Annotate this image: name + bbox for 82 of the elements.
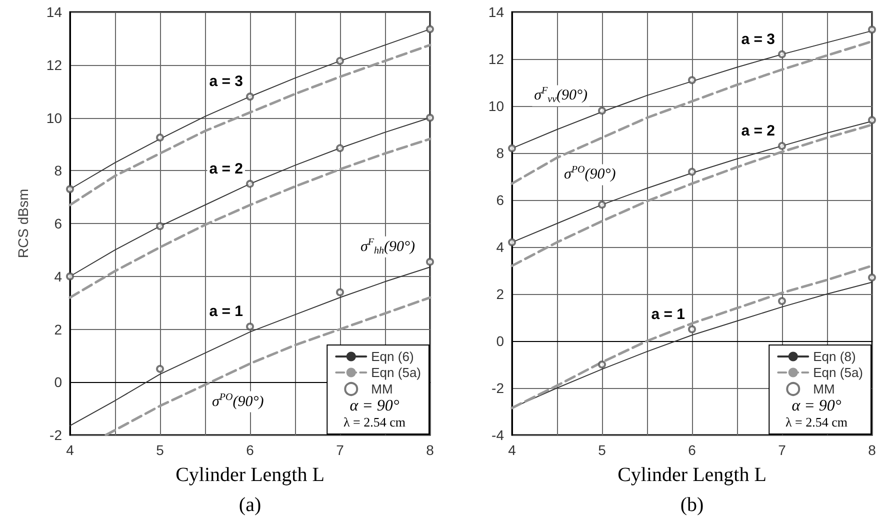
y-tick-label: 10 xyxy=(46,110,62,126)
annotation: λ = 2.54 cm xyxy=(785,414,848,430)
x-tick-label: 7 xyxy=(336,442,344,458)
legend-label: Eqn (5a) xyxy=(371,365,422,380)
x-tick-label: 8 xyxy=(868,442,876,458)
point xyxy=(868,116,876,124)
annotation: a = 2 xyxy=(741,122,775,140)
point xyxy=(868,274,876,282)
legend-label: Eqn (6) xyxy=(371,349,414,364)
x-tick-label: 8 xyxy=(426,442,434,458)
y-tick-label: 2 xyxy=(54,321,62,338)
point xyxy=(66,272,74,280)
point xyxy=(778,50,786,58)
y-tick-label: 8 xyxy=(54,162,62,179)
point xyxy=(778,297,786,306)
y-tick-label: -4 xyxy=(492,427,504,443)
y-tick-label: 4 xyxy=(496,239,504,255)
point xyxy=(778,142,786,150)
annotation: a = 1 xyxy=(651,306,685,323)
line-series xyxy=(68,44,432,206)
legend-label: Eqn (5a) xyxy=(813,365,864,380)
point xyxy=(336,56,344,65)
line-series xyxy=(104,296,432,436)
y-tick-label: 10 xyxy=(488,98,504,114)
point xyxy=(156,222,164,230)
point xyxy=(598,106,606,115)
point xyxy=(336,288,344,296)
y-axis-title: RCS dBsm xyxy=(15,188,31,258)
y-tick-label: 8 xyxy=(496,145,504,161)
x-tick-label: 6 xyxy=(688,442,696,458)
y-tick-label: 6 xyxy=(54,216,62,232)
annotation: λ = 2.54 cm xyxy=(343,414,406,430)
point xyxy=(598,200,606,209)
x-axis-title: Cylinder Length L xyxy=(618,464,766,486)
x-axis-title: Cylinder Length L xyxy=(176,464,324,486)
annotation: a = 1 xyxy=(209,303,243,320)
y-tick-label: 4 xyxy=(54,268,62,284)
y-tick-label: 14 xyxy=(46,4,62,20)
x-tick-label: 4 xyxy=(66,442,74,458)
annotation: α = 90° xyxy=(792,398,842,414)
y-tick-label: -2 xyxy=(50,427,62,443)
x-tick-label: 7 xyxy=(778,442,786,458)
point xyxy=(66,185,74,194)
line-series xyxy=(70,266,430,426)
point xyxy=(156,134,164,142)
y-tick-label: 2 xyxy=(496,286,504,302)
x-tick-label: 4 xyxy=(508,442,516,458)
point xyxy=(426,114,434,122)
y-tick-label: 14 xyxy=(488,4,504,20)
point xyxy=(426,258,434,266)
x-tick-label: 6 xyxy=(246,442,254,458)
y-tick-label: -2 xyxy=(492,380,504,396)
y-tick-label: 12 xyxy=(46,56,62,73)
point xyxy=(246,322,254,331)
x-tick-label: 5 xyxy=(598,442,606,458)
x-tick-label: 5 xyxy=(156,442,164,458)
point xyxy=(688,325,696,334)
point xyxy=(336,144,344,152)
point xyxy=(688,76,696,84)
point xyxy=(868,26,876,34)
point xyxy=(508,238,516,246)
text: (b) xyxy=(680,494,704,516)
point xyxy=(508,144,516,152)
annotation: a = 3 xyxy=(741,30,775,48)
y-tick-label: 0 xyxy=(496,333,504,349)
y-tick-label: 0 xyxy=(54,374,62,390)
point xyxy=(246,180,254,188)
point xyxy=(246,92,254,101)
annotation: a = 2 xyxy=(209,160,243,178)
y-tick-label: 6 xyxy=(496,192,504,208)
y-tick-label: 12 xyxy=(488,51,504,67)
line-series xyxy=(68,138,432,299)
point xyxy=(156,364,164,373)
legend-label: MM xyxy=(371,382,393,396)
point xyxy=(426,25,434,34)
point xyxy=(598,360,606,368)
point xyxy=(688,168,696,176)
annotation: α = 90° xyxy=(350,398,400,414)
text: (a) xyxy=(238,494,262,516)
legend-label: MM xyxy=(813,382,835,396)
annotation: a = 3 xyxy=(209,73,243,90)
legend-label: Eqn (8) xyxy=(813,349,856,364)
